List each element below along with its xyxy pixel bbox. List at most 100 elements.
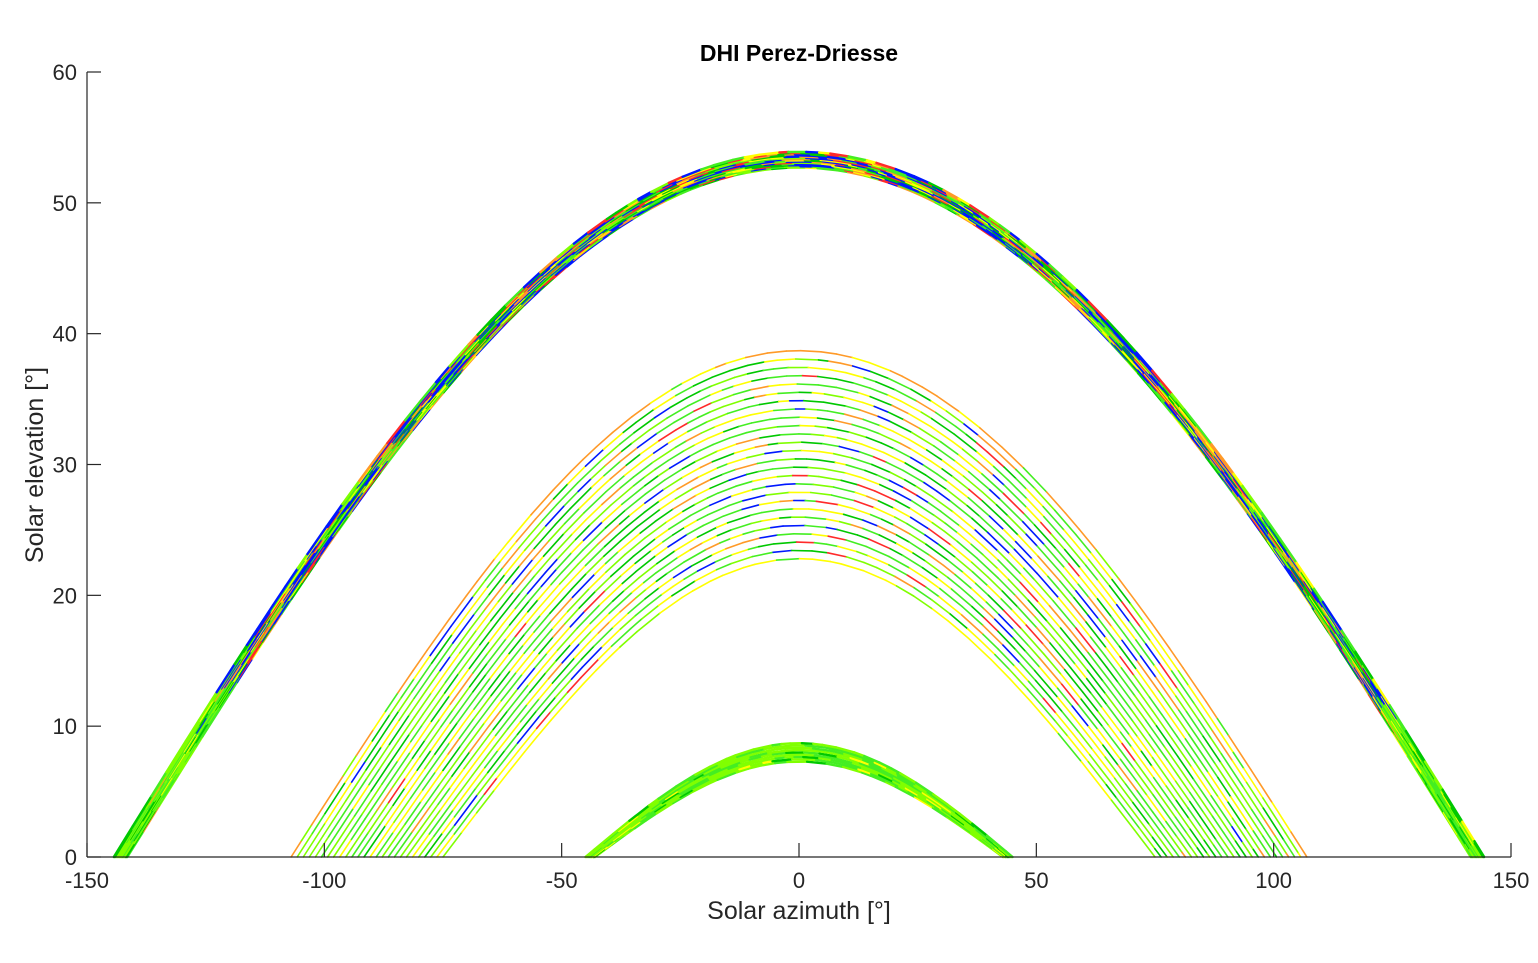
data-point: [653, 802, 668, 813]
data-point: [1034, 679, 1051, 698]
data-point: [839, 753, 852, 760]
data-point: [747, 545, 760, 551]
data-point: [442, 745, 462, 772]
data-point: [496, 671, 518, 698]
data-point: [777, 399, 791, 403]
data-point: [856, 483, 876, 492]
data-point: [985, 834, 1008, 853]
data-point: [468, 619, 492, 651]
data-point: [355, 728, 375, 757]
data-point: [595, 659, 608, 672]
data-point: [858, 451, 875, 458]
data-point: [1091, 748, 1116, 780]
data-point: [1152, 811, 1166, 830]
data-point: [659, 498, 677, 511]
data-point: [754, 758, 767, 764]
data-point: [976, 451, 995, 468]
data-point: [886, 767, 899, 775]
data-point: [771, 751, 788, 756]
data-point: [830, 494, 856, 502]
data-point: [1248, 813, 1264, 837]
data-point: [1087, 596, 1113, 628]
data-point: [538, 636, 554, 655]
data-point: [566, 676, 582, 694]
data-point: [805, 458, 819, 461]
data-point: [749, 747, 766, 754]
data-point: [597, 645, 613, 661]
data-point: [413, 654, 432, 680]
data-point: [489, 591, 515, 622]
data-point: [1075, 288, 1090, 303]
data-point: [954, 460, 970, 473]
data-point: [1129, 603, 1144, 622]
data-point: [694, 765, 711, 776]
data-point: [1136, 660, 1160, 692]
data-point: [1042, 643, 1066, 671]
data-point: [434, 753, 450, 773]
data-point: [1282, 839, 1296, 858]
data-point: [754, 559, 778, 566]
data-point: [974, 529, 999, 552]
data-point: [388, 696, 403, 716]
data-point: [695, 776, 710, 786]
data-point: [936, 395, 961, 413]
data-point: [473, 695, 499, 729]
data-point: [714, 761, 728, 770]
data-point: [862, 519, 879, 527]
data-point: [451, 611, 469, 636]
data-point: [324, 799, 341, 824]
data-point: [537, 583, 552, 601]
data-point: [710, 376, 736, 387]
data-point: [822, 401, 847, 407]
data-point: [471, 745, 496, 777]
data-point: [661, 585, 675, 596]
data-point: [924, 560, 949, 579]
data-point: [701, 534, 719, 544]
data-point: [165, 739, 188, 774]
data-point: [816, 408, 829, 412]
data-point: [1019, 581, 1040, 604]
data-point: [1059, 627, 1085, 658]
data-point: [771, 742, 783, 747]
data-point: [1221, 457, 1235, 475]
data-point: [898, 785, 910, 793]
data-point: [1120, 667, 1140, 693]
x-axis-title: Solar azimuth [°]: [707, 897, 891, 925]
data-point: [422, 681, 447, 716]
data-point: [1111, 578, 1132, 605]
data-point: [952, 510, 977, 531]
data-point: [459, 726, 476, 748]
data-point: [765, 483, 787, 488]
data-point: [428, 741, 451, 772]
data-point: [957, 197, 972, 207]
data-point: [810, 433, 826, 437]
data-point: [150, 771, 168, 798]
data-point: [1189, 791, 1204, 813]
data-point: [1008, 668, 1029, 690]
data-point: [523, 525, 547, 552]
data-point: [1034, 588, 1051, 607]
data-point: [869, 774, 888, 784]
data-point: [501, 607, 517, 626]
data-point: [488, 573, 506, 596]
data-point: [417, 835, 435, 858]
data-point: [667, 430, 689, 444]
data-point: [706, 763, 720, 772]
data-point: [556, 242, 575, 258]
data-point: [549, 587, 573, 615]
data-point: [809, 153, 830, 158]
data-point: [651, 446, 677, 464]
data-point: [344, 768, 367, 802]
data-point: [1139, 655, 1157, 679]
data-point: [426, 618, 451, 652]
data-point: [644, 479, 666, 496]
data-point: [233, 643, 249, 666]
data-point: [1105, 703, 1131, 736]
data-point: [711, 452, 736, 463]
data-point: [384, 691, 399, 713]
data-point: [771, 160, 788, 164]
data-point: [419, 803, 440, 830]
data-point: [989, 489, 1002, 501]
data-point: [667, 175, 684, 185]
data-point: [829, 760, 844, 766]
